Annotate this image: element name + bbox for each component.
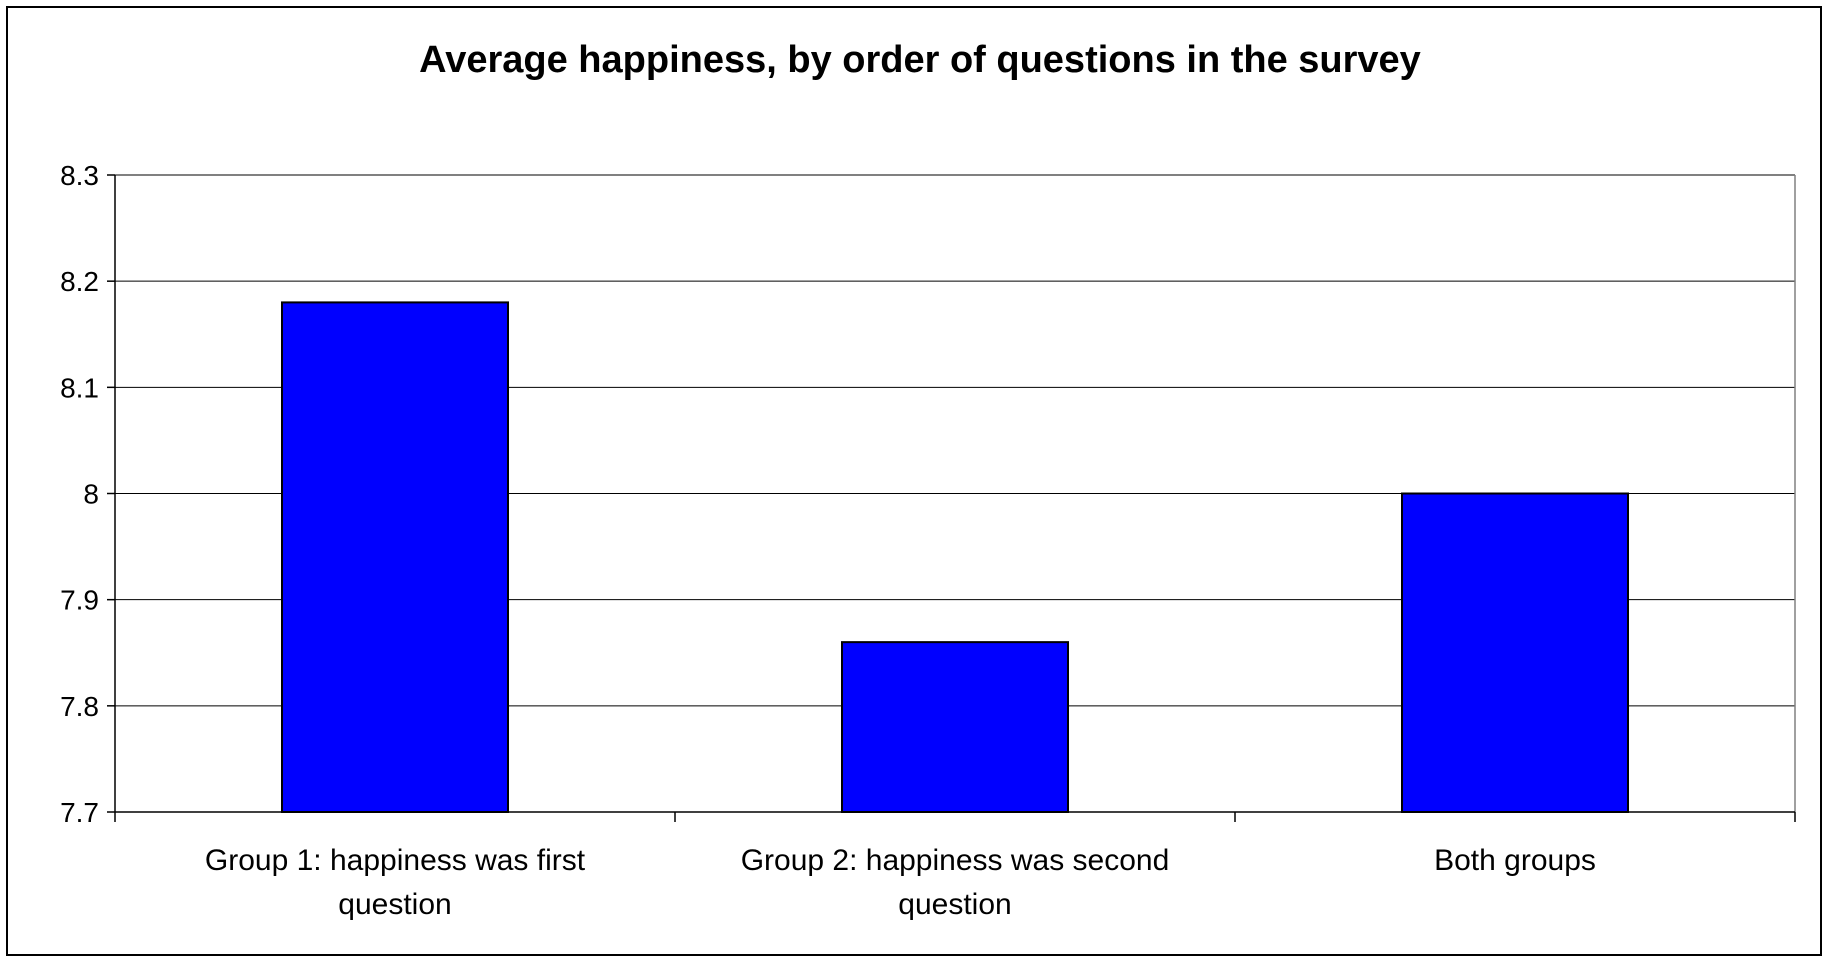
y-tick-labels: 7.7 7.8 7.9 8 8.1 8.2 8.3 (60, 160, 99, 828)
axes (107, 174, 1796, 822)
x-category-label: question (338, 888, 451, 921)
chart-title: Average happiness, by order of questions… (419, 39, 1421, 81)
y-tick-label: 8.1 (60, 372, 99, 403)
y-tick-label: 8.2 (60, 266, 99, 297)
y-tick-label: 7.7 (60, 797, 99, 828)
x-category-label: question (898, 888, 1011, 921)
x-category-label: Group 1: happiness was first (205, 844, 586, 877)
y-tick-label: 8 (83, 479, 99, 510)
bar (841, 641, 1069, 814)
bars (281, 301, 1629, 814)
x-category-labels: Group 1: happiness was first question Grou… (205, 844, 1596, 921)
bar (1401, 492, 1629, 813)
x-category-label: Group 2: happiness was second (741, 844, 1170, 877)
y-tick-label: 7.8 (60, 691, 99, 722)
bar (281, 301, 509, 813)
y-tick-label: 7.9 (60, 585, 99, 616)
y-tick-label: 8.3 (60, 160, 99, 191)
x-category-label: Both groups (1434, 844, 1596, 877)
